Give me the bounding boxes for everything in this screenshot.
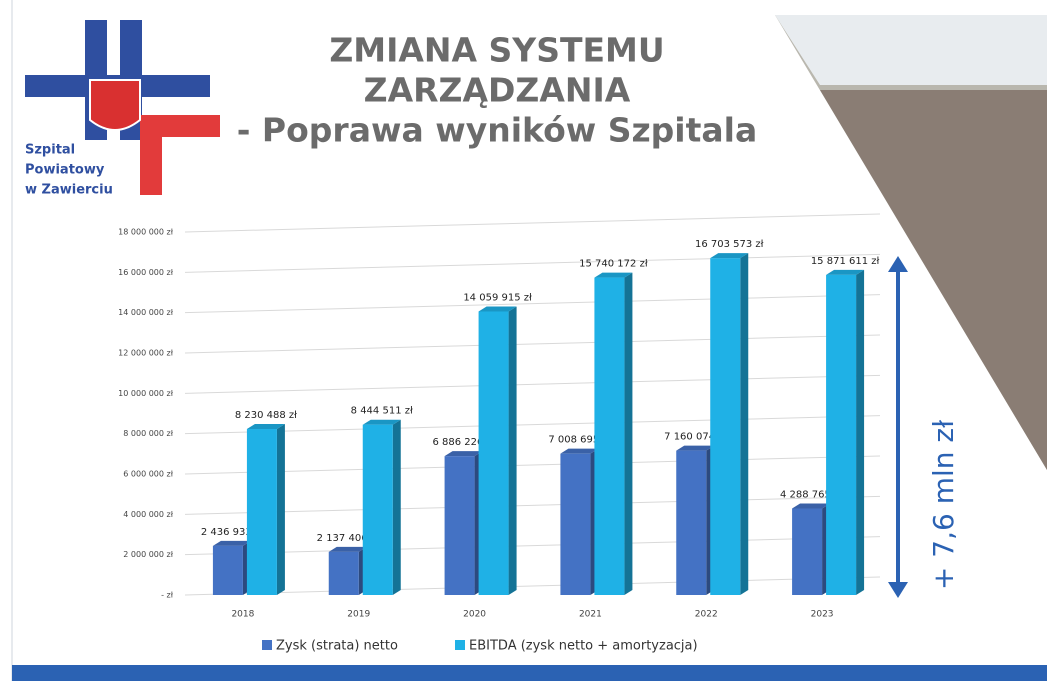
logo-text: Powiatowy: [25, 163, 105, 178]
bar-side: [392, 419, 401, 595]
x-tick-label: 2023: [811, 610, 834, 620]
bar-side: [740, 253, 749, 596]
grid-line: [184, 213, 881, 233]
legend-label: EBITDA (zysk netto + amortyzacja): [469, 639, 698, 654]
value-label: 8 230 488 zł: [235, 410, 297, 421]
value-label: 15 740 172 zł: [579, 259, 648, 270]
bar-top: [444, 451, 483, 457]
arrow-head: [888, 256, 908, 272]
value-label: 4 288 765 zł: [780, 490, 842, 501]
bar: [676, 450, 707, 595]
bar-top: [710, 253, 749, 259]
grid-line: [184, 495, 881, 515]
legend-swatch: [455, 640, 465, 650]
bar-top: [246, 424, 285, 430]
y-tick-label: - zł: [161, 591, 174, 600]
bar-side: [856, 269, 865, 595]
bar-top: [328, 546, 367, 552]
bar-side: [276, 424, 285, 595]
x-tick-label: 2018: [231, 610, 254, 620]
legend-label: Zysk (strata) netto: [276, 639, 398, 654]
value-label: 15 871 611 zł: [811, 256, 880, 267]
y-tick-label: 2 000 000 zł: [123, 550, 173, 559]
photo-sky: [775, 15, 1047, 85]
y-tick-label: 10 000 000 zł: [118, 389, 174, 398]
grid-line: [184, 415, 881, 435]
grid-line: [184, 253, 881, 273]
grid-line: [184, 334, 881, 354]
bar-top: [212, 540, 251, 546]
logo: Szpital Powiatowy w Zawierciu: [25, 20, 220, 198]
bar-top: [792, 503, 831, 509]
arrow-head: [888, 582, 908, 598]
bar-side: [624, 272, 633, 595]
logo-text: Szpital: [25, 143, 75, 158]
y-tick-label: 14 000 000 zł: [118, 308, 174, 317]
bottom-band: [12, 665, 1047, 681]
x-tick-label: 2021: [579, 610, 602, 620]
y-tick-label: 16 000 000 zł: [118, 268, 174, 277]
y-tick-label: 8 000 000 zł: [123, 429, 173, 438]
bar-top: [362, 419, 401, 425]
bar: [826, 274, 857, 595]
value-label: 8 444 511 zł: [351, 406, 413, 417]
bar-top: [560, 448, 599, 454]
grid-line: [184, 455, 881, 475]
bar: [710, 258, 741, 595]
y-tick-label: 4 000 000 zł: [123, 510, 173, 519]
bar: [362, 424, 393, 595]
value-label: 2 137 406 zł: [317, 533, 379, 544]
bar: [444, 456, 475, 595]
value-label: 14 059 915 zł: [463, 292, 532, 303]
y-tick-label: 6 000 000 zł: [123, 470, 173, 479]
x-tick-label: 2019: [347, 610, 370, 620]
logo-crest: [89, 79, 141, 131]
bar: [594, 277, 625, 595]
legend-swatch: [262, 640, 272, 650]
bar-top: [826, 269, 865, 275]
value-label: 2 436 933 zł: [201, 527, 263, 538]
photo-building: [820, 90, 1047, 470]
bar: [246, 429, 277, 595]
bar: [212, 545, 243, 595]
logo-text: w Zawierciu: [25, 183, 113, 198]
logo-bar: [140, 115, 162, 195]
x-tick-label: 2022: [695, 610, 718, 620]
bar-side: [508, 306, 517, 595]
grid-line: [184, 294, 881, 314]
value-label: 7 160 074 zł: [664, 432, 726, 443]
grid-line: [184, 374, 881, 394]
bar-top: [478, 306, 517, 312]
bar: [560, 453, 591, 595]
bar-top: [676, 445, 715, 451]
x-tick-label: 2020: [463, 610, 486, 620]
bar: [792, 508, 823, 595]
grid-line: [184, 536, 881, 556]
title: ZARZĄDZANIA: [364, 71, 631, 110]
grid-line: [184, 576, 881, 596]
value-label: 7 008 695 zł: [548, 435, 610, 446]
bar: [328, 551, 359, 595]
title: ZMIANA SYSTEMU: [329, 31, 664, 70]
y-tick-label: 12 000 000 zł: [118, 349, 174, 358]
bar-top: [594, 272, 633, 278]
annotation: + 7,6 mln zł: [927, 420, 960, 590]
value-label: 6 886 226 zł: [432, 437, 494, 448]
y-tick-label: 18 000 000 zł: [118, 228, 174, 237]
title: - Poprawa wyników Szpitala: [237, 111, 758, 150]
value-label: 16 703 573 zł: [695, 239, 764, 250]
bar: [478, 311, 509, 595]
